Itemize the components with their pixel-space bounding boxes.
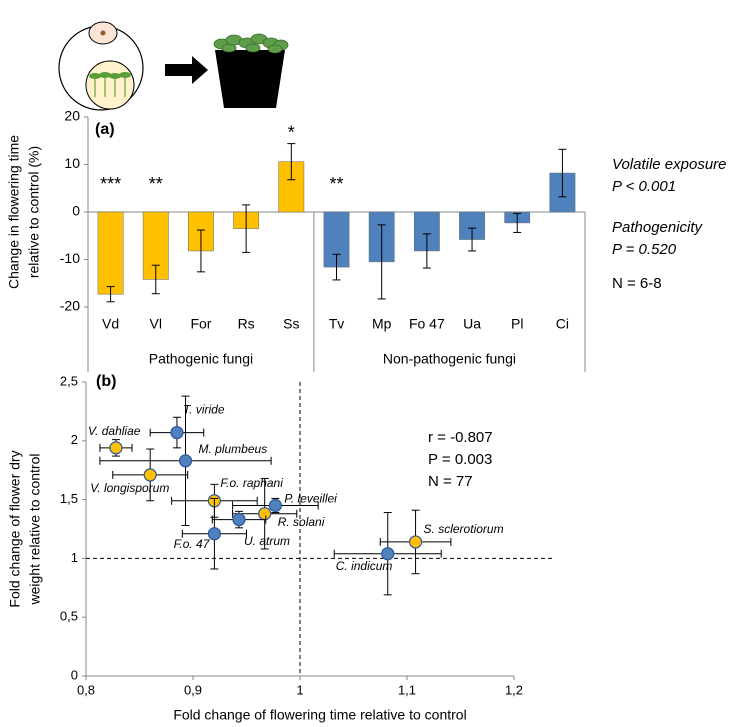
- x-tick-label: Ss: [283, 316, 299, 332]
- point-label: C. indicum: [336, 559, 393, 573]
- y-tick-label: 1,5: [60, 491, 78, 506]
- point: [170, 425, 184, 440]
- y-tick-label: -20: [60, 298, 80, 314]
- y-tick-label: -10: [60, 250, 80, 266]
- y-axis-label: weight relative to control: [27, 454, 43, 606]
- x-tick-label: 0,9: [184, 682, 202, 697]
- point-label: T. viride: [183, 403, 225, 417]
- y-tick-label: 0,5: [60, 609, 78, 624]
- x-tick-label: Vd: [102, 316, 119, 332]
- panel-label: (a): [95, 121, 115, 138]
- illustration: [58, 21, 289, 111]
- annotation: P < 0.001: [612, 178, 676, 195]
- y-tick-label: 10: [64, 155, 80, 171]
- annotation: r = -0.807: [428, 429, 493, 446]
- y-tick-label: 2: [71, 432, 78, 447]
- annotation: N = 77: [428, 473, 473, 490]
- significance: *: [288, 122, 295, 142]
- y-tick-label: 1: [71, 550, 78, 565]
- x-tick-label: Vl: [150, 316, 162, 332]
- point: [381, 547, 395, 561]
- significance: **: [149, 174, 163, 194]
- x-tick-label: Mp: [372, 316, 392, 332]
- x-tick-label: Ua: [463, 316, 481, 332]
- y-axis-label: Change in flowering time: [6, 135, 22, 289]
- group-label: Non-pathogenic fungi: [383, 351, 516, 367]
- point-label: F.o. 47: [174, 537, 211, 551]
- point: [207, 527, 221, 541]
- bar: [97, 211, 124, 295]
- point: [143, 468, 157, 482]
- point: [408, 535, 423, 549]
- annotation: Volatile exposure: [612, 156, 727, 173]
- point: [109, 441, 123, 455]
- x-tick-label: 0,8: [77, 682, 95, 697]
- point-label: V. dahliae: [88, 424, 141, 438]
- x-tick-label: 1,1: [398, 682, 416, 697]
- annotation: P = 0.003: [428, 451, 492, 468]
- y-axis-label: Fold change of flower dry: [7, 450, 23, 607]
- annotation: P = 0.520: [612, 241, 677, 258]
- y-tick-label: 0: [72, 203, 80, 219]
- annotation: Pathogenicity: [612, 219, 704, 236]
- y-tick-label: 0: [71, 667, 78, 682]
- point-label: U. atrum: [244, 534, 290, 548]
- point: [178, 454, 193, 468]
- x-tick-label: For: [190, 316, 211, 332]
- x-tick-label: Pl: [511, 316, 523, 332]
- x-tick-label: Tv: [329, 316, 345, 332]
- point-label: V. longisporum: [90, 481, 169, 495]
- point: [232, 512, 246, 527]
- point: [268, 498, 282, 513]
- significance: ***: [100, 174, 121, 194]
- panel-label: (b): [96, 373, 116, 390]
- point-label: M. plumbeus: [199, 442, 268, 456]
- y-axis-label: relative to control (%): [26, 146, 42, 278]
- x-tick-label: 1,2: [505, 682, 523, 697]
- point: [258, 507, 272, 521]
- y-tick-label: 20: [64, 108, 80, 124]
- point-label: P. leveillei: [284, 492, 337, 506]
- y-tick-label: 2,5: [60, 373, 78, 388]
- point-label: R. solani: [278, 515, 325, 529]
- x-tick-label: Ci: [556, 316, 569, 332]
- point-label: S. sclerotiorum: [424, 522, 504, 536]
- point-label: F.o. raphani: [220, 476, 283, 490]
- x-tick-label: 1: [296, 682, 303, 697]
- significance: **: [329, 174, 343, 194]
- x-tick-label: Rs: [238, 316, 255, 332]
- x-tick-label: Fo 47: [409, 316, 445, 332]
- group-label: Pathogenic fungi: [149, 351, 253, 367]
- x-axis-label: Fold change of flowering time relative t…: [173, 707, 466, 723]
- annotation: N = 6-8: [612, 275, 662, 292]
